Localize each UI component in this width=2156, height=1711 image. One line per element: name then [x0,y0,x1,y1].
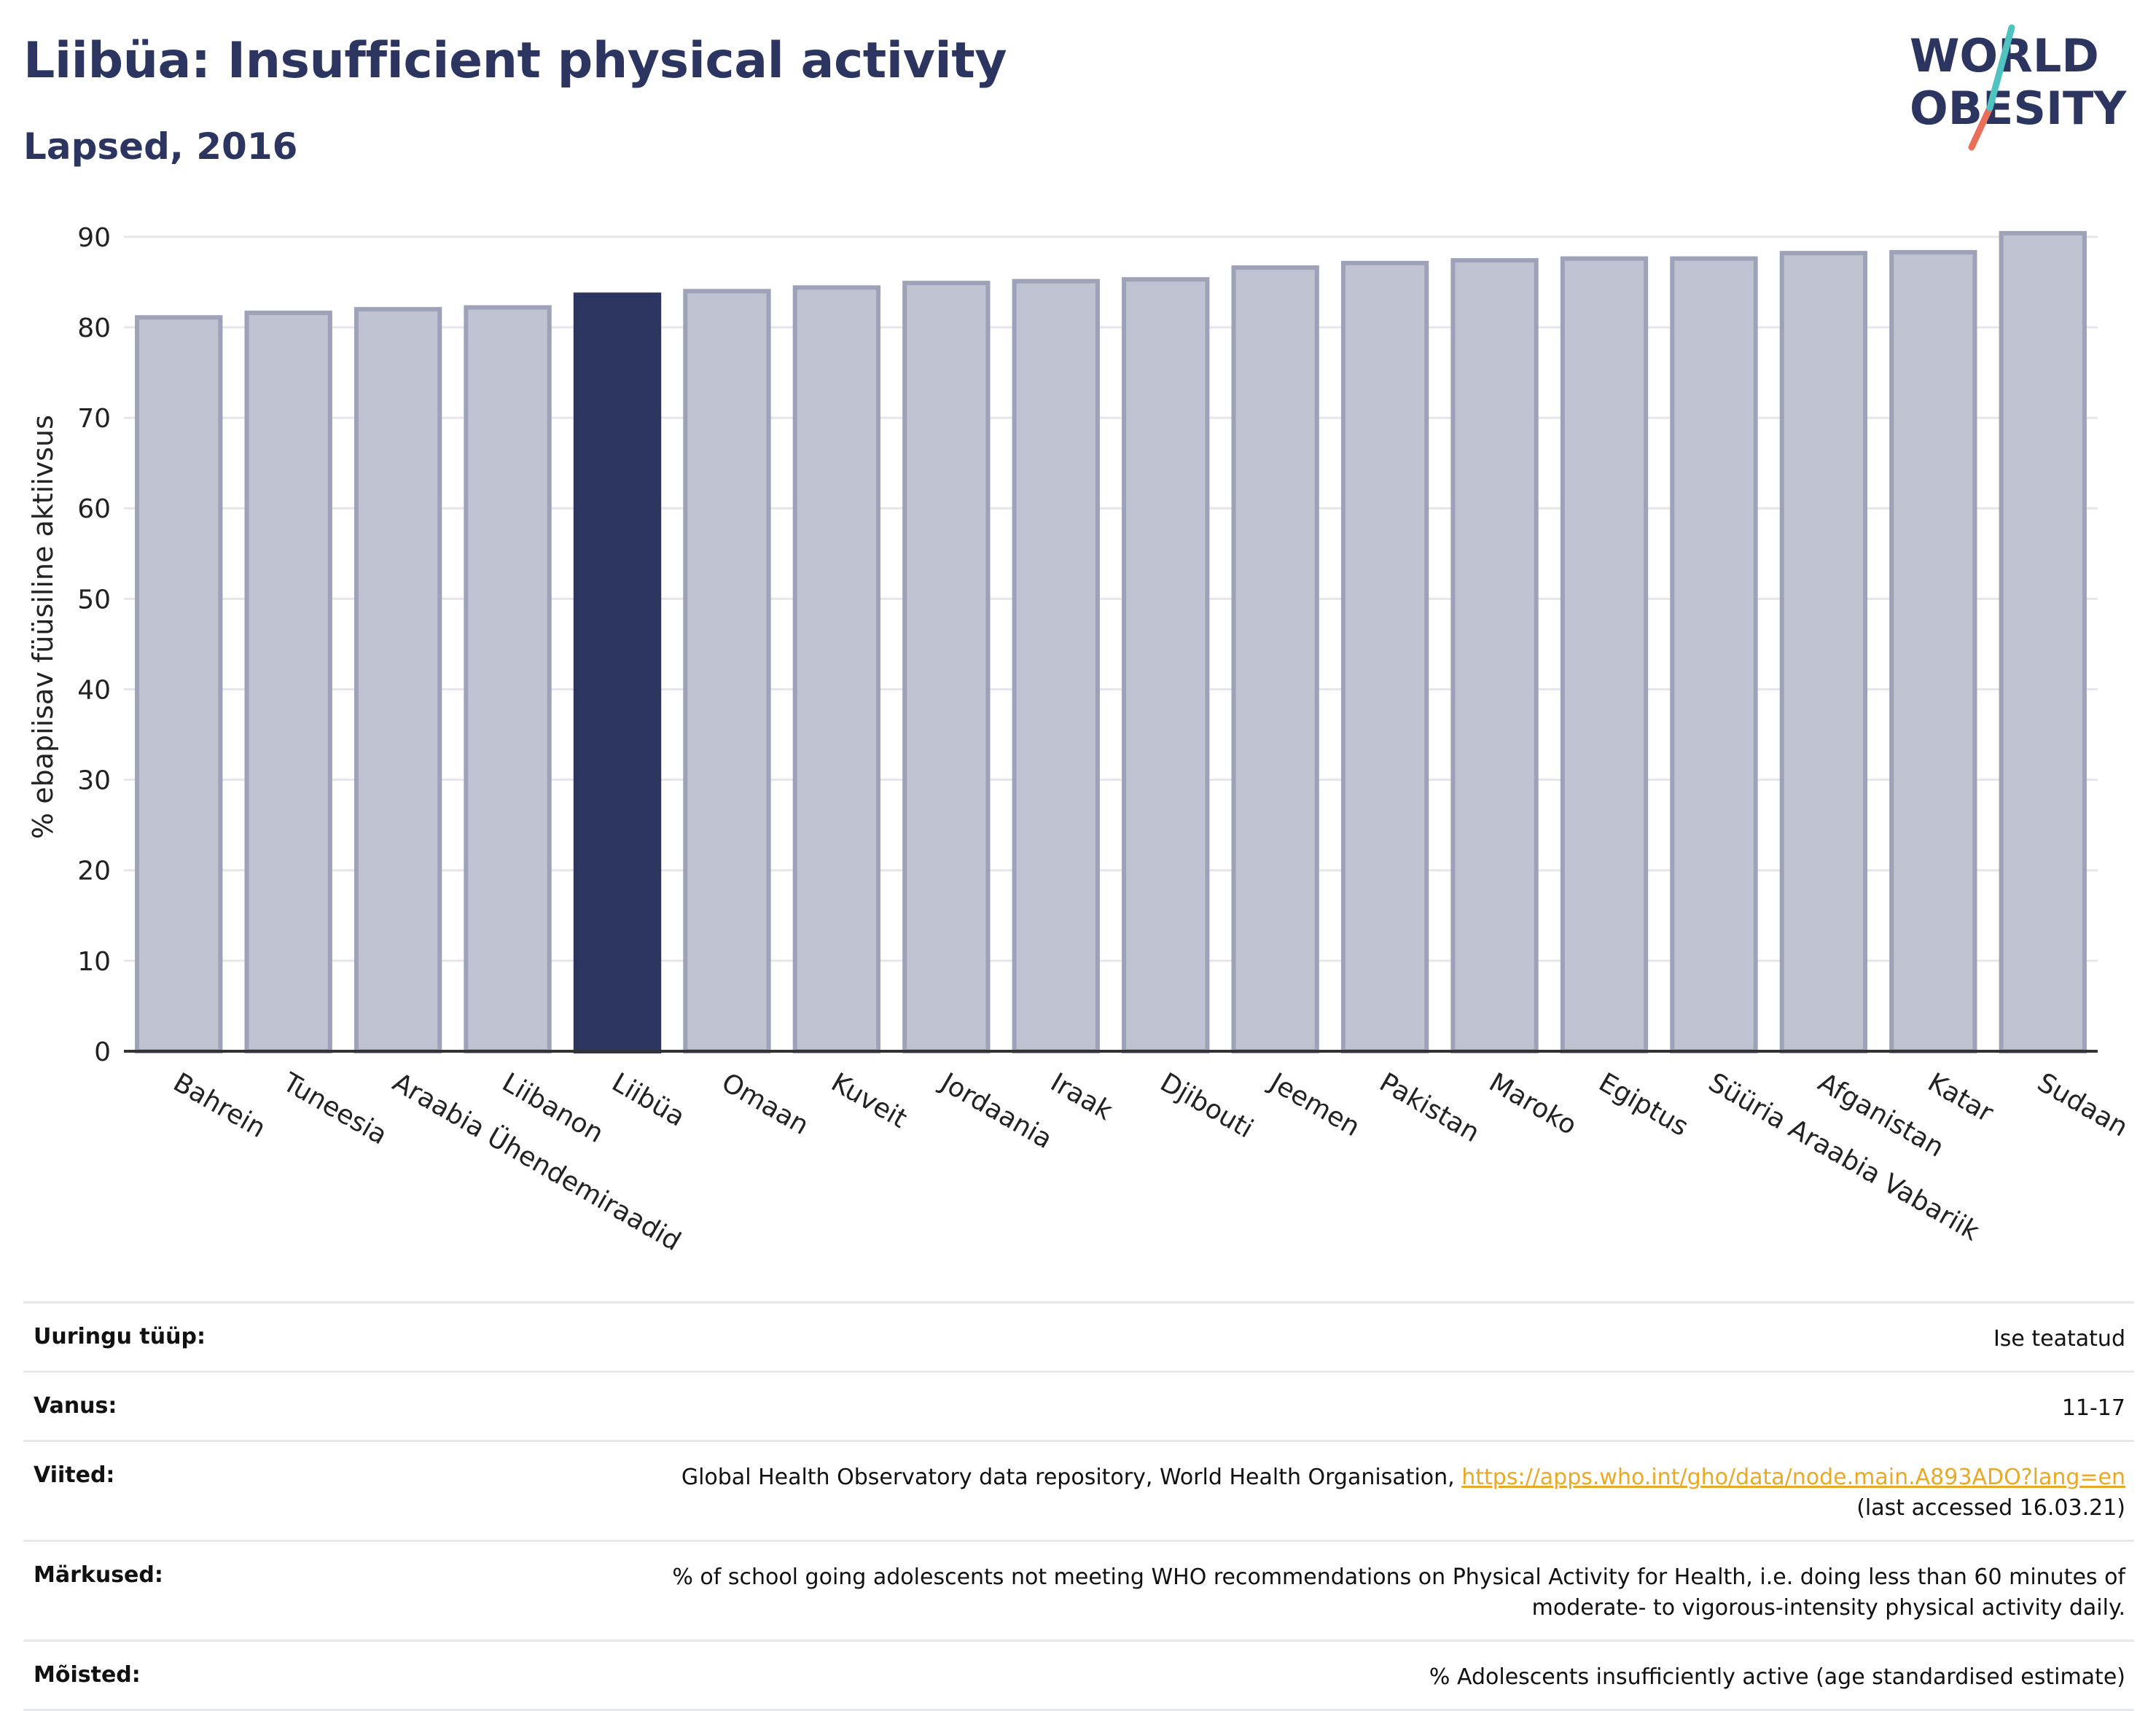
info-row-references: Viited: Global Health Observatory data r… [23,1440,2134,1540]
bar [1889,249,1977,1054]
info-value-notes: % of school going adolescents not meetin… [672,1562,2125,1624]
notes-line2: moderate- to vigorous-intensity physical… [1531,1595,2125,1621]
bar [1560,256,1649,1053]
reference-link[interactable]: https://apps.who.int/gho/data/node.main.… [1461,1465,2125,1490]
bar [1231,265,1319,1054]
y-tick-label: 20 [77,857,111,886]
y-tick-label: 50 [77,585,111,615]
page-title: Liibüa: Insufficient physical activity [23,32,1007,90]
bar [244,311,332,1053]
bar [464,305,552,1053]
x-tick-label: Iraak [1045,1067,1117,1126]
x-tick-label: Tuneesia [277,1067,392,1151]
bar [792,285,881,1054]
bar [902,281,991,1054]
x-tick-label: Kuveit [826,1067,912,1134]
info-label: Uuringu tüüp: [34,1324,206,1349]
y-tick-label: 10 [77,947,111,977]
x-tick-label: Sudaan [2032,1067,2133,1142]
reference-accessed: (last accessed 16.03.21) [1856,1495,2125,1521]
bar [1670,256,1758,1053]
y-tick-label: 60 [77,494,111,524]
bar [1450,258,1539,1054]
info-label: Märkused: [34,1562,163,1588]
bar [1012,278,1100,1053]
x-tick-label: Djibouti [1155,1067,1258,1144]
info-row-age: Vanus: 11-17 [23,1371,2134,1440]
x-tick-label: Katar [1923,1067,1999,1129]
info-value: % Adolescents insufficiently active (age… [1429,1664,2125,1690]
y-tick-label: 30 [77,766,111,796]
y-tick-label: 80 [77,313,111,343]
info-label: Mõisted: [34,1662,141,1688]
info-label: Vanus: [34,1393,117,1419]
y-tick-label: 70 [77,404,111,434]
world-obesity-logo: WORLD OBESITY [1910,24,2127,151]
logo-line2: OBESITY [1910,82,2127,135]
info-table: Uuringu tüüp: Ise teatatud Vanus: 11-17 … [23,1301,2134,1711]
bar-highlighted [573,292,662,1054]
info-row-notes: Märkused: % of school going adolescents … [23,1540,2134,1640]
bars [135,230,2087,1054]
reference-text: Global Health Observatory data repositor… [681,1465,1455,1490]
info-label: Viited: [34,1462,115,1488]
y-tick-label: 40 [77,675,111,705]
info-row-definitions: Mõisted: % Adolescents insufficiently ac… [23,1640,2134,1711]
notes-line1: % of school going adolescents not meetin… [672,1564,2125,1590]
info-value: Ise teatatud [1993,1326,2125,1352]
bar [683,289,771,1054]
x-tick-label: Jeemen [1263,1067,1364,1142]
x-tick-label: Bahrein [168,1067,270,1144]
y-tick-label: 0 [94,1037,111,1067]
bar [1122,277,1210,1054]
y-axis-title: % ebapiisav füüsiline aktiivsus [27,415,59,839]
bar [1340,260,1429,1054]
info-value-references: Global Health Observatory data repositor… [681,1462,2125,1524]
x-tick-label: Liibüa [607,1067,690,1132]
page-subtitle: Lapsed, 2016 [23,125,298,168]
x-tick-label: Omaan [716,1067,813,1141]
grid-lines [124,235,2098,962]
x-tick-label: Egiptus [1594,1067,1694,1142]
info-value: 11-17 [2061,1395,2125,1421]
x-tick-label: Maroko [1484,1067,1582,1141]
info-row-survey-type: Uuringu tüüp: Ise teatatud [23,1301,2134,1371]
y-tick-label: 90 [77,223,111,253]
bar [354,307,442,1053]
x-tick-label: Pakistan [1375,1067,1485,1148]
x-tick-label: Jordaania [934,1067,1057,1155]
bar [1779,251,1868,1053]
bar [1999,230,2087,1054]
bar [135,315,223,1053]
